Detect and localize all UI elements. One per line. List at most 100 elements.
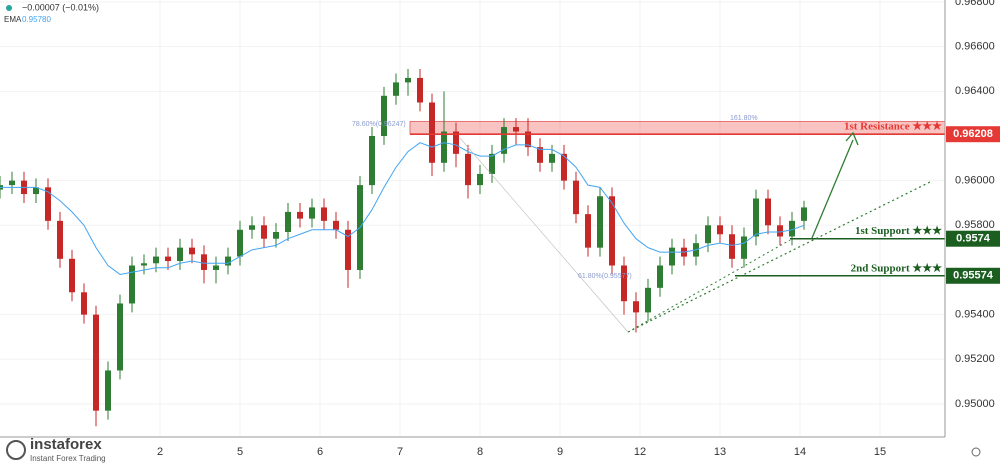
level-label: 1st Support ★★★ bbox=[855, 225, 942, 237]
candle-body bbox=[189, 247, 195, 255]
candle-body bbox=[369, 135, 375, 186]
y-tick-label: 0.96600 bbox=[955, 41, 995, 53]
candle-body bbox=[297, 211, 303, 219]
candle-body bbox=[501, 127, 507, 154]
candle-body bbox=[309, 207, 315, 219]
x-tick-label: 15 bbox=[874, 446, 886, 458]
arrow-head bbox=[845, 131, 859, 146]
settings-icon[interactable] bbox=[971, 447, 981, 457]
candle-body bbox=[789, 220, 795, 237]
candle-body bbox=[417, 77, 423, 103]
logo-icon bbox=[6, 440, 26, 460]
candle-body bbox=[105, 370, 111, 411]
ema-label: EMA bbox=[4, 15, 22, 24]
level-price: 0.96208 bbox=[953, 128, 993, 140]
candle-body bbox=[321, 207, 327, 221]
level-label: 2nd Support ★★★ bbox=[851, 262, 942, 274]
candle-body bbox=[45, 187, 51, 221]
candle-body bbox=[537, 147, 543, 163]
candle-body bbox=[81, 292, 87, 315]
candle-body bbox=[621, 265, 627, 302]
candle-body bbox=[777, 225, 783, 237]
trend-line bbox=[627, 239, 791, 333]
status-dot bbox=[6, 5, 12, 11]
ema-value: 0.95780 bbox=[22, 15, 51, 24]
candle-body bbox=[57, 220, 63, 259]
candle-body bbox=[345, 229, 351, 270]
change-readout: −0.00007 (−0.01%) bbox=[22, 2, 99, 12]
candle-body bbox=[465, 153, 471, 186]
fib-label: 61.80%(0.95577) bbox=[578, 273, 632, 280]
candle-body bbox=[381, 95, 387, 136]
candle-body bbox=[729, 234, 735, 259]
y-tick-label: 0.95000 bbox=[955, 398, 995, 410]
candle-body bbox=[669, 247, 675, 266]
candle-body bbox=[201, 254, 207, 270]
candle-body bbox=[633, 301, 639, 313]
ema-line bbox=[0, 142, 805, 275]
candle-body bbox=[477, 173, 483, 186]
candle-body bbox=[213, 265, 219, 270]
fib-label: 78.60%(0.96247) bbox=[352, 121, 406, 128]
y-tick-label: 0.96400 bbox=[955, 85, 995, 97]
brand-name: instaforex bbox=[30, 436, 102, 453]
x-tick-label: 2 bbox=[157, 446, 163, 458]
candle-body bbox=[225, 256, 231, 266]
candle-body bbox=[393, 82, 399, 96]
candle-body bbox=[333, 220, 339, 230]
candle-body bbox=[141, 263, 147, 266]
x-tick-label: 7 bbox=[397, 446, 403, 458]
axes: 0.96800 0.96600 0.96400 0.96000 0.95800 0.954… bbox=[157, 0, 995, 458]
candle-body bbox=[429, 102, 435, 163]
candle-body bbox=[645, 287, 651, 313]
candle-body bbox=[549, 153, 555, 163]
y-tick-label: 0.96800 bbox=[955, 0, 995, 8]
fib-label: 161.80% bbox=[730, 115, 758, 122]
level-price-box bbox=[946, 126, 1000, 143]
candle-body bbox=[165, 256, 171, 262]
candle-body bbox=[489, 153, 495, 174]
candle-body bbox=[117, 303, 123, 371]
x-tick-label: 8 bbox=[477, 446, 483, 458]
candle-body bbox=[585, 214, 591, 248]
candle-body bbox=[285, 211, 291, 233]
y-tick-label: 0.96000 bbox=[955, 175, 995, 187]
level-price-box bbox=[946, 267, 1000, 284]
trend-line bbox=[627, 181, 931, 333]
candle-body bbox=[405, 77, 411, 83]
candle-body bbox=[573, 180, 579, 215]
candle-body bbox=[561, 153, 567, 181]
candle-body bbox=[177, 247, 183, 262]
candle-body bbox=[237, 229, 243, 257]
candle-body bbox=[129, 265, 135, 304]
x-tick-label: 14 bbox=[794, 446, 806, 458]
candle-body bbox=[33, 187, 39, 195]
y-tick-label: 0.95200 bbox=[955, 353, 995, 365]
candle-body bbox=[453, 131, 459, 154]
candle-body bbox=[705, 225, 711, 244]
x-tick-label: 6 bbox=[317, 446, 323, 458]
x-tick-label: 13 bbox=[714, 446, 726, 458]
level-label: 1st Resistance ★★★ bbox=[844, 121, 942, 133]
projection-arrow bbox=[811, 139, 854, 239]
y-tick-label: 0.95800 bbox=[955, 219, 995, 231]
candle-body bbox=[9, 180, 15, 186]
candle-body bbox=[273, 232, 279, 239]
level-price: 0.9574 bbox=[956, 233, 991, 245]
candle-body bbox=[441, 131, 447, 163]
y-tick-label: 0.95400 bbox=[955, 309, 995, 321]
fib-line bbox=[459, 137, 629, 333]
candle-body bbox=[597, 196, 603, 248]
candle-body bbox=[513, 127, 519, 132]
candle-body bbox=[765, 198, 771, 226]
plot-area bbox=[0, 0, 946, 437]
level-price: 0.95574 bbox=[953, 270, 994, 282]
brand-tagline: Instant Forex Trading bbox=[30, 454, 106, 463]
x-tick-label: 12 bbox=[634, 446, 646, 458]
candle-body bbox=[93, 314, 99, 411]
candle-body bbox=[525, 131, 531, 148]
x-tick-label: 9 bbox=[557, 446, 563, 458]
candle-body bbox=[249, 225, 255, 230]
candle-body bbox=[717, 225, 723, 235]
